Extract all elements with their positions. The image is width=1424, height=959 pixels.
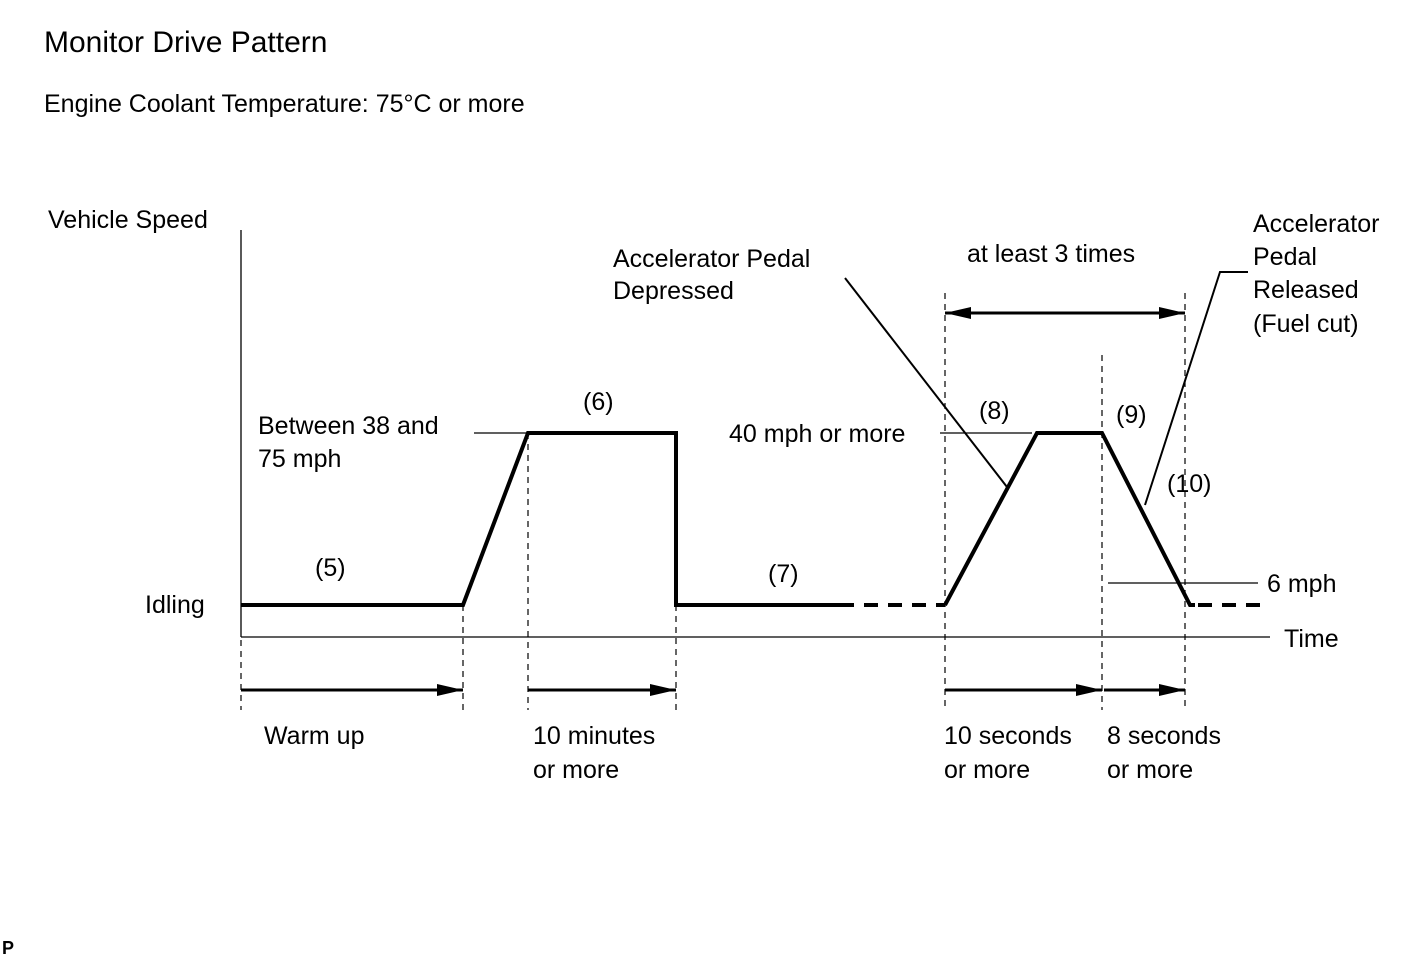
corner-mark: P bbox=[2, 938, 14, 958]
repeat-label: at least 3 times bbox=[967, 240, 1135, 268]
pedal-released-pointer bbox=[1144, 271, 1248, 506]
x-axis-label: Time bbox=[1284, 625, 1339, 653]
pedal-depressed-pointer bbox=[844, 277, 1008, 488]
six-mph-label: 6 mph bbox=[1267, 570, 1336, 598]
eight-seconds-label: 8 seconds bbox=[1107, 722, 1221, 750]
condition-text: Engine Coolant Temperature: 75°C or more bbox=[44, 90, 525, 118]
pedal-released-label: Accelerator bbox=[1253, 210, 1379, 238]
warm-up-label: Warm up bbox=[264, 722, 364, 750]
diagram-title: Monitor Drive Pattern bbox=[44, 26, 327, 59]
pedal-depressed-label: Depressed bbox=[613, 277, 734, 305]
step-8-label: (8) bbox=[979, 397, 1010, 425]
idling-label: Idling bbox=[145, 591, 205, 619]
ten-seconds-label: or more bbox=[944, 756, 1030, 784]
pedal-released-label: Released bbox=[1253, 276, 1359, 304]
step-6-label: (6) bbox=[583, 388, 614, 416]
step-9-label: (9) bbox=[1116, 401, 1147, 429]
speed-profile-cycle bbox=[943, 431, 1195, 607]
pedal-depressed-label: Accelerator Pedal bbox=[613, 245, 810, 273]
eight-seconds-label: or more bbox=[1107, 756, 1193, 784]
speed-range-label: 75 mph bbox=[258, 445, 341, 473]
forty-mph-label: 40 mph or more bbox=[729, 420, 905, 448]
ten-minutes-label: 10 minutes bbox=[533, 722, 655, 750]
speed-profile-warmup bbox=[241, 431, 840, 607]
ten-seconds-label: 10 seconds bbox=[944, 722, 1072, 750]
ten-minutes-label: or more bbox=[533, 756, 619, 784]
pedal-released-label: Pedal bbox=[1253, 243, 1317, 271]
step-7-label: (7) bbox=[768, 560, 799, 588]
step-5-label: (5) bbox=[315, 554, 346, 582]
step-10-label: (10) bbox=[1167, 470, 1211, 498]
speed-range-label: Between 38 and bbox=[258, 412, 439, 440]
pedal-released-label: (Fuel cut) bbox=[1253, 310, 1359, 338]
y-axis-label: Vehicle Speed bbox=[48, 206, 208, 234]
